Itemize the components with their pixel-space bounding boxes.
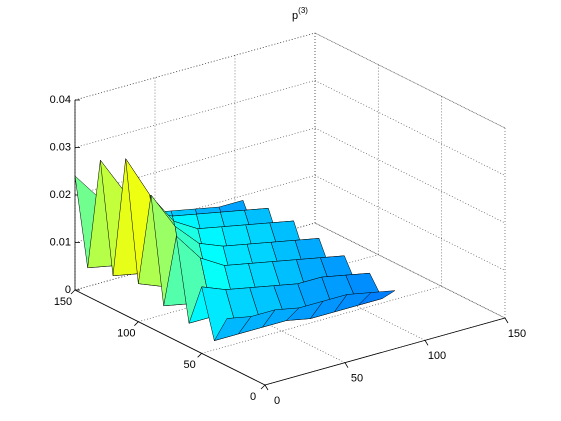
grid-line bbox=[74, 175, 316, 243]
x-axis bbox=[264, 317, 506, 386]
z-tick-label: 0.01 bbox=[50, 236, 71, 248]
chart-title: p(3) bbox=[292, 6, 308, 22]
grid-line bbox=[314, 222, 506, 319]
y-tick-label: 100 bbox=[117, 328, 135, 340]
grid-line bbox=[314, 175, 506, 271]
grid-line bbox=[74, 32, 316, 101]
box-edge bbox=[314, 32, 506, 129]
grid-line bbox=[74, 80, 316, 148]
z-tick-label: 0.03 bbox=[50, 141, 71, 153]
title-superscript: (3) bbox=[298, 6, 308, 15]
y-tick-label: 50 bbox=[184, 359, 196, 371]
y-axis bbox=[74, 289, 266, 386]
x-tick-label: 100 bbox=[428, 350, 446, 362]
grid-line bbox=[74, 127, 316, 196]
x-tick-label: 50 bbox=[351, 373, 363, 385]
grid-line bbox=[314, 222, 506, 319]
y-tick bbox=[260, 384, 266, 390]
y-tick-label: 150 bbox=[54, 296, 72, 308]
surface-patch bbox=[213, 316, 252, 342]
grid-line bbox=[314, 127, 506, 224]
z-tick-label: 0.02 bbox=[50, 189, 71, 201]
x-tick bbox=[424, 340, 429, 346]
y-tick bbox=[134, 321, 139, 326]
y-tick-label: 0 bbox=[250, 391, 256, 403]
grid-line bbox=[201, 285, 442, 354]
y-tick bbox=[197, 353, 202, 358]
z-tick-label: 0 bbox=[65, 284, 71, 296]
x-tick-label: 150 bbox=[508, 328, 526, 340]
grid-line bbox=[314, 32, 506, 129]
y-tick bbox=[70, 289, 76, 295]
z-tick-label: 0.04 bbox=[50, 94, 71, 106]
x-tick bbox=[264, 384, 269, 391]
x-tick bbox=[504, 317, 509, 324]
grid-line bbox=[314, 80, 506, 176]
x-tick bbox=[344, 362, 349, 368]
x-tick-label: 0 bbox=[274, 395, 280, 407]
title-base: p bbox=[292, 10, 298, 22]
